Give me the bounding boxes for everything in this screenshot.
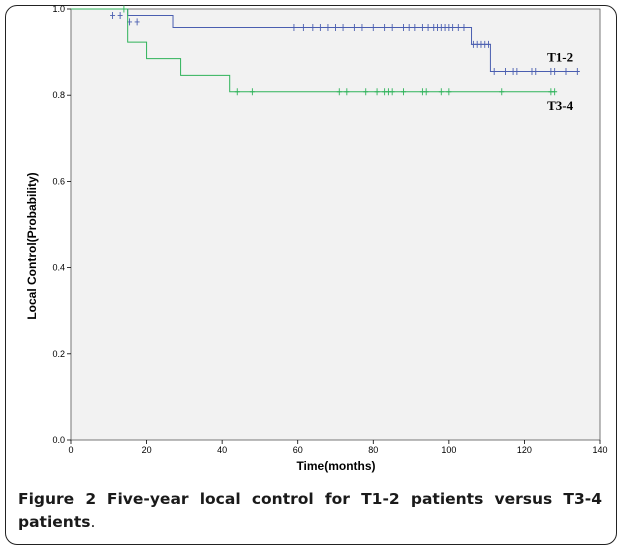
caption-period: . bbox=[90, 513, 96, 531]
censor-mark bbox=[363, 88, 369, 96]
x-tick-label: 120 bbox=[517, 445, 532, 455]
censor-mark bbox=[425, 24, 431, 32]
y-tick-label: 0.4 bbox=[52, 263, 65, 273]
censor-mark bbox=[419, 24, 425, 32]
censor-mark bbox=[382, 24, 388, 32]
censor-mark bbox=[351, 24, 357, 32]
censor-mark bbox=[317, 24, 323, 32]
censor-mark bbox=[134, 18, 140, 26]
x-tick-label: 80 bbox=[368, 445, 378, 455]
series-t3-4 bbox=[71, 5, 558, 96]
x-axis-title: Time(months) bbox=[296, 459, 375, 473]
x-tick-label: 140 bbox=[592, 445, 607, 455]
censor-mark bbox=[310, 24, 316, 32]
censor-mark bbox=[336, 88, 342, 96]
censor-mark bbox=[574, 67, 580, 75]
figure-title: Five-year local control for T1-2 patient… bbox=[18, 490, 602, 531]
censor-mark bbox=[446, 88, 452, 96]
censor-mark bbox=[438, 88, 444, 96]
censor-mark bbox=[401, 88, 407, 96]
censor-mark bbox=[325, 24, 331, 32]
figure-number: Figure 2 bbox=[18, 490, 97, 508]
censor-mark bbox=[389, 88, 395, 96]
censor-mark bbox=[406, 24, 412, 32]
x-tick-label: 60 bbox=[293, 445, 303, 455]
y-tick-label: 1.0 bbox=[52, 4, 65, 14]
censor-mark bbox=[503, 67, 509, 75]
censor-mark bbox=[552, 88, 558, 96]
censor-mark bbox=[110, 11, 116, 19]
censor-mark bbox=[401, 24, 407, 32]
figure-caption: Figure 2 Five-year local control for T1-… bbox=[18, 488, 602, 534]
x-tick-label: 20 bbox=[142, 445, 152, 455]
survival-step-line bbox=[71, 8, 555, 93]
censor-mark bbox=[486, 40, 492, 48]
plot-area bbox=[70, 8, 601, 441]
y-tick-label: 0.0 bbox=[52, 435, 65, 445]
x-tick-label: 100 bbox=[441, 445, 456, 455]
censor-mark bbox=[117, 11, 123, 19]
censor-mark bbox=[552, 67, 558, 75]
censor-mark bbox=[333, 24, 338, 32]
censor-mark bbox=[389, 24, 395, 32]
censor-mark bbox=[412, 24, 418, 32]
censor-mark bbox=[374, 88, 380, 96]
series-label-t3-4: T3-4 bbox=[547, 98, 574, 113]
censor-mark bbox=[359, 24, 365, 32]
y-axis-title: Local Control(Probability) bbox=[25, 172, 39, 319]
series-t1-2 bbox=[71, 8, 580, 75]
censor-mark bbox=[423, 88, 429, 96]
censor-mark bbox=[455, 24, 461, 32]
censor-mark bbox=[234, 88, 240, 96]
censor-mark bbox=[344, 88, 350, 96]
x-tick-label: 0 bbox=[68, 445, 73, 455]
censor-mark bbox=[300, 24, 306, 32]
censor-mark bbox=[291, 24, 297, 32]
censor-mark bbox=[249, 88, 255, 96]
y-tick-label: 0.8 bbox=[52, 90, 65, 100]
censor-mark bbox=[340, 24, 346, 32]
censor-mark bbox=[563, 67, 569, 75]
censor-mark bbox=[499, 88, 505, 96]
series-label-t1-2: T1-2 bbox=[547, 50, 573, 65]
censor-mark bbox=[491, 67, 497, 75]
censor-mark bbox=[533, 67, 539, 75]
censor-mark bbox=[450, 24, 456, 32]
y-tick-label: 0.6 bbox=[52, 176, 65, 186]
x-tick-label: 40 bbox=[217, 445, 227, 455]
censor-mark bbox=[514, 67, 520, 75]
censor-mark bbox=[121, 5, 127, 13]
y-tick-label: 0.2 bbox=[52, 349, 65, 359]
censor-mark bbox=[461, 24, 467, 32]
censor-mark bbox=[370, 24, 376, 32]
